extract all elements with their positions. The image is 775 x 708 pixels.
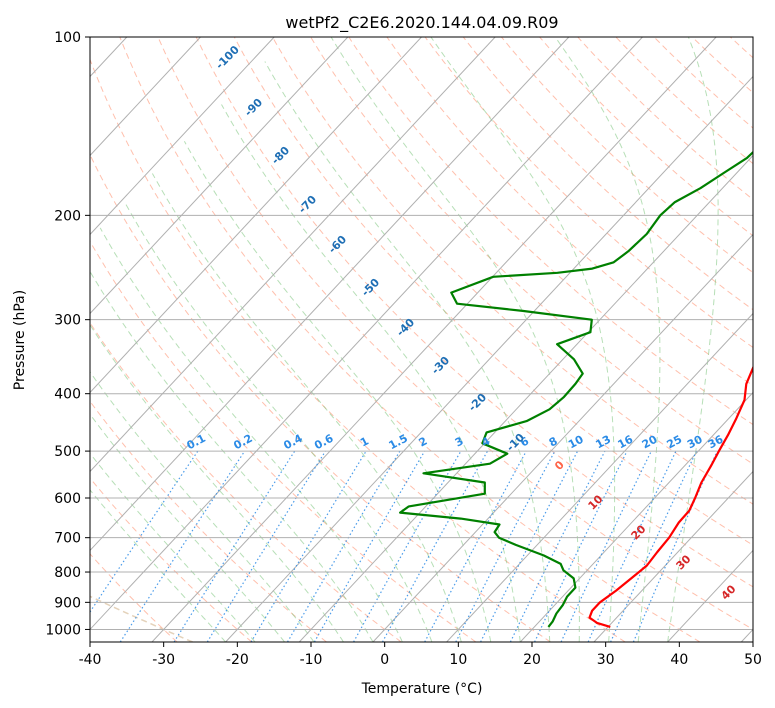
y-tick-label: 900 bbox=[54, 595, 81, 611]
isotherm-line bbox=[90, 37, 496, 473]
profile-lines-layer bbox=[399, 150, 753, 628]
mixing-ratio-line bbox=[509, 450, 606, 642]
y-tick-label: 400 bbox=[54, 387, 81, 403]
mixing-ratio-line bbox=[206, 450, 327, 642]
moist-adiabat-line bbox=[124, 201, 433, 642]
pressure-grid-layer bbox=[90, 37, 753, 630]
moist-adiabat-line bbox=[151, 173, 462, 642]
chart-title: wetPf2_C2E6.2020.144.04.09.R09 bbox=[285, 13, 558, 33]
y-tick-label: 700 bbox=[54, 531, 81, 547]
x-tick-label: -40 bbox=[79, 652, 102, 668]
isotherm-line bbox=[90, 37, 422, 394]
dry-adiabat-line bbox=[539, 37, 753, 237]
dry-adiabat-line bbox=[462, 37, 753, 311]
plot-frame bbox=[89, 36, 754, 643]
moist-adiabat-line bbox=[90, 324, 344, 642]
x-tick-label: 40 bbox=[670, 652, 688, 668]
dry-adiabat-line bbox=[386, 37, 753, 387]
moist-adiabat-line bbox=[667, 37, 719, 642]
mixing-ratio-line bbox=[610, 450, 698, 642]
temperature-profile-line bbox=[588, 365, 753, 628]
isotherm-line bbox=[372, 233, 753, 642]
dry-adiabat-line bbox=[195, 37, 753, 588]
isotherm-line bbox=[90, 37, 349, 315]
dry-adiabat-line bbox=[90, 58, 626, 642]
moist-adiabat-line bbox=[264, 61, 551, 642]
y-axis-label: Pressure (hPa) bbox=[12, 290, 28, 390]
moist-adiabat-line bbox=[330, 37, 580, 642]
isotherm-line bbox=[446, 312, 753, 642]
isotherm-line bbox=[225, 75, 753, 642]
y-tick-label: 300 bbox=[54, 313, 81, 329]
moist-adiabat-line bbox=[430, 37, 616, 642]
dry-adiabat-line bbox=[233, 37, 753, 546]
x-tick-label: -10 bbox=[300, 652, 323, 668]
dry-adiabat-line bbox=[90, 153, 551, 642]
y-tick-label: 500 bbox=[54, 444, 81, 460]
y-tick-label: 100 bbox=[54, 30, 81, 46]
dry-adiabat-line bbox=[90, 321, 402, 642]
isotherm-line bbox=[90, 37, 201, 157]
mixing-ratio-line bbox=[480, 450, 579, 642]
x-tick-label: 20 bbox=[523, 652, 541, 668]
isotherm-line bbox=[90, 37, 643, 631]
isotherm-line bbox=[90, 37, 275, 236]
y-tick-label: 600 bbox=[54, 491, 81, 507]
dry-adiabat-line bbox=[272, 37, 753, 505]
dry-adiabat-line bbox=[501, 37, 753, 274]
y-tick-label: 1000 bbox=[45, 622, 81, 638]
moist-adiabat-line bbox=[554, 37, 661, 642]
mixing-ratio-label: 30 bbox=[685, 433, 705, 452]
y-tick-label: 200 bbox=[54, 208, 81, 224]
dry-adiabat-line bbox=[90, 240, 477, 642]
dewpoint-profile-line bbox=[399, 150, 753, 628]
y-axis: 100 200 300 400 500 600 700 800 900 1000 bbox=[45, 30, 90, 638]
mixing-ratio-label: 13 bbox=[593, 433, 613, 452]
mixing-ratio-line bbox=[90, 450, 199, 613]
x-tick-label: -30 bbox=[152, 652, 175, 668]
x-axis-label: Temperature (°C) bbox=[361, 681, 483, 697]
x-tick-label: 50 bbox=[744, 652, 762, 668]
x-tick-label: 0 bbox=[380, 652, 389, 668]
isotherm-line bbox=[593, 470, 753, 642]
mixing-ratio-label: 20 bbox=[640, 433, 660, 452]
x-tick-label: 10 bbox=[449, 652, 467, 668]
mixing-ratio-line bbox=[250, 450, 367, 642]
isotherm-line bbox=[90, 37, 570, 552]
moist-adiabat-line bbox=[90, 270, 374, 642]
mixing-ratio-label: 36 bbox=[706, 433, 726, 452]
dry-adiabat-line bbox=[157, 37, 753, 631]
moist-adiabat-line bbox=[90, 489, 226, 642]
dry-adiabat-line bbox=[119, 37, 701, 642]
mixing-ratio-line bbox=[173, 450, 296, 642]
mixing-ratio-label: 25 bbox=[665, 433, 685, 452]
mixing-ratio-line bbox=[353, 450, 462, 642]
isotherm-line bbox=[519, 391, 753, 642]
mixing-ratio-line bbox=[424, 450, 527, 642]
mixing-ratio-line bbox=[381, 450, 489, 642]
mixing-ratio-label: 16 bbox=[616, 433, 636, 452]
y-tick-label: 800 bbox=[54, 565, 81, 581]
moist-adiabat-line bbox=[99, 227, 403, 642]
isotherm-line bbox=[151, 37, 717, 642]
x-tick-label: -20 bbox=[226, 652, 249, 668]
dry-adiabat-line bbox=[90, 400, 327, 642]
moist-adiabat-line bbox=[90, 452, 256, 642]
x-tick-label: 30 bbox=[597, 652, 615, 668]
x-axis: -40 -30 -20 -10 0 10 20 30 40 50 bbox=[79, 642, 762, 668]
mixing-ratio-label: 10 bbox=[566, 433, 586, 452]
isotherm-line bbox=[298, 154, 753, 642]
mixing-ratio-line bbox=[119, 450, 246, 642]
dry-adiabat-line bbox=[348, 37, 753, 426]
